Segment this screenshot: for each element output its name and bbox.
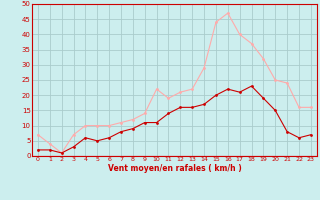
X-axis label: Vent moyen/en rafales ( km/h ): Vent moyen/en rafales ( km/h ) bbox=[108, 164, 241, 173]
